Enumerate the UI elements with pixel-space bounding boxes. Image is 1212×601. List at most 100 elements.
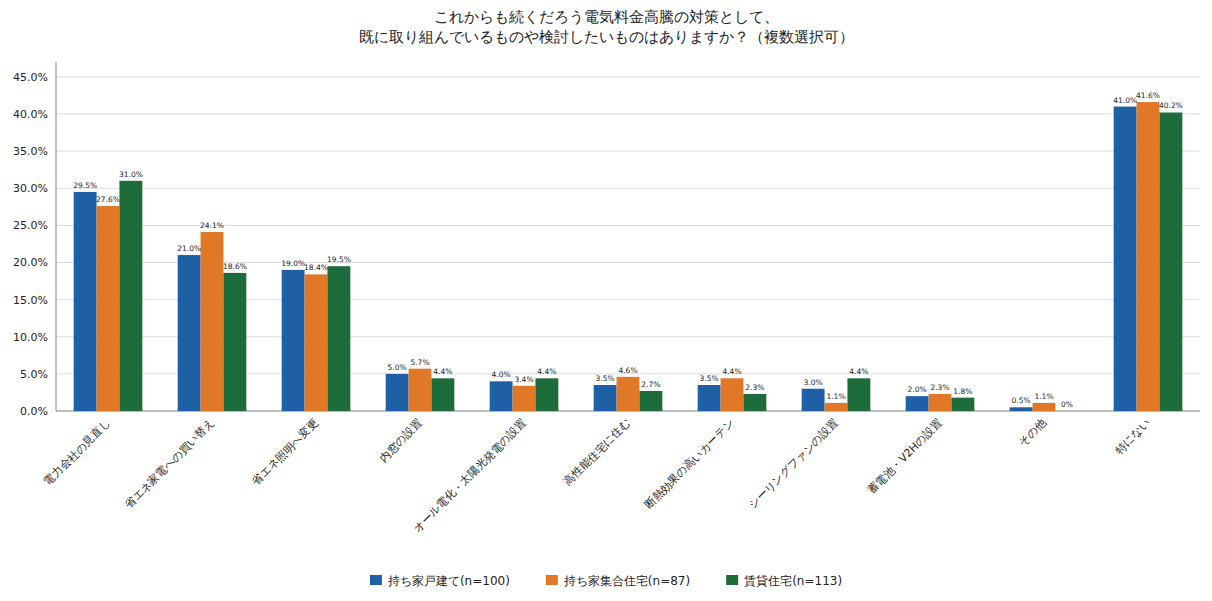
- bar: [409, 369, 432, 411]
- bar: [490, 381, 513, 411]
- bar: [743, 394, 766, 411]
- x-tick-label: 省エネ家電への買い替え: [122, 417, 217, 512]
- data-label: 4.4%: [433, 367, 452, 376]
- bar: [535, 378, 558, 411]
- data-label: 31.0%: [119, 170, 143, 179]
- x-tick-label: 電力会社の見直し: [41, 417, 112, 488]
- data-label: 19.5%: [327, 255, 351, 264]
- data-label: 29.5%: [73, 181, 97, 190]
- bar: [178, 255, 201, 411]
- grid-line: [56, 225, 1200, 226]
- bar: [617, 377, 640, 411]
- y-tick-label: 5.0%: [20, 368, 48, 381]
- bar: [1010, 407, 1033, 411]
- title-line: 既に取り組んでいるものや検討したいものはありますか？（複数選択可）: [359, 28, 854, 46]
- bars: [74, 102, 1183, 411]
- bar: [386, 374, 409, 411]
- x-tick-label: 蓄電池・V2Hの設置: [865, 417, 945, 497]
- y-tick-label: 25.0%: [13, 219, 48, 232]
- data-label: 5.7%: [410, 358, 429, 367]
- y-tick-label: 35.0%: [13, 145, 48, 158]
- data-label: 1.8%: [953, 387, 972, 396]
- data-label: 27.6%: [96, 195, 120, 204]
- data-label: 41.6%: [1136, 91, 1160, 100]
- bar: [698, 385, 721, 411]
- bar: [74, 192, 97, 411]
- data-labels: 29.5%21.0%19.0%5.0%4.0%3.5%3.5%3.0%2.0%0…: [73, 91, 1183, 409]
- bar: [223, 273, 246, 411]
- y-tick-label: 45.0%: [13, 71, 48, 84]
- y-tick-label: 0.0%: [20, 405, 48, 418]
- bar: [1033, 403, 1056, 411]
- data-label: 3.5%: [596, 374, 615, 383]
- data-label: 4.4%: [537, 367, 556, 376]
- grid: [56, 77, 1200, 411]
- data-label: 2.3%: [930, 383, 949, 392]
- y-tick-label: 15.0%: [13, 294, 48, 307]
- title: これからも続くだろう電気料金高騰の対策として、既に取り組んでいるものや検討したい…: [359, 8, 854, 46]
- legend-label: 持ち家集合住宅(n=87): [564, 574, 690, 588]
- data-label: 2.0%: [908, 385, 927, 394]
- y-axis-line: [56, 62, 57, 411]
- bar: [929, 394, 952, 411]
- legend-label: 持ち家戸建て(n=100): [388, 574, 510, 588]
- bar: [951, 398, 974, 411]
- data-label: 3.4%: [514, 375, 533, 384]
- bar: [721, 378, 744, 411]
- x-tick-label: 断熱効果の高いカーテン: [642, 417, 737, 512]
- data-label: 21.0%: [177, 244, 201, 253]
- legend-item: 賃貸住宅(n=113): [726, 574, 842, 588]
- x-tick-label: 高性能住宅に住む: [561, 417, 632, 488]
- series: [97, 102, 1160, 411]
- data-label: 2.3%: [745, 383, 764, 392]
- y-tick-label: 30.0%: [13, 182, 48, 195]
- legend-swatch: [546, 575, 558, 585]
- data-label: 5.0%: [388, 363, 407, 372]
- chart: これからも続くだろう電気料金高騰の対策として、既に取り組んでいるものや検討したい…: [0, 0, 1212, 601]
- bar: [847, 378, 870, 411]
- x-tick-label: 内窓の設置: [377, 417, 425, 465]
- data-label: 40.2%: [1159, 101, 1183, 110]
- x-tick-label: オール電化・太陽光発電の設置: [411, 417, 529, 535]
- data-label: 4.6%: [618, 366, 637, 375]
- data-label: 1.1%: [1034, 392, 1053, 401]
- x-tick-labels: 電力会社の見直し省エネ家電への買い替え省エネ照明へ変更 内窓の設置オール電化・太陽…: [41, 417, 1152, 535]
- data-label: 0%: [1061, 400, 1073, 409]
- legend-label: 賃貸住宅(n=113): [744, 574, 842, 588]
- y-tick-label: 40.0%: [13, 108, 48, 121]
- bar: [802, 389, 825, 411]
- bar: [305, 274, 328, 411]
- bar: [1137, 102, 1160, 411]
- data-label: 1.1%: [826, 392, 845, 401]
- bar: [282, 270, 305, 411]
- data-label: 4.0%: [492, 370, 511, 379]
- bar: [327, 266, 350, 411]
- legend-item: 持ち家集合住宅(n=87): [546, 574, 690, 588]
- y-tick-label: 20.0%: [13, 256, 48, 269]
- data-label: 41.0%: [1113, 96, 1137, 105]
- data-label: 2.7%: [641, 380, 660, 389]
- series: [74, 107, 1137, 411]
- x-tick-label: 特にない: [1113, 417, 1153, 457]
- legend-swatch: [726, 575, 738, 585]
- grid-line: [56, 76, 1200, 77]
- data-label: 0.5%: [1012, 396, 1031, 405]
- bar: [906, 396, 929, 411]
- y-tick-label: 10.0%: [13, 331, 48, 344]
- bar: [1055, 411, 1078, 412]
- data-label: 3.0%: [804, 378, 823, 387]
- data-label: 18.6%: [223, 262, 247, 271]
- bar: [1159, 112, 1182, 411]
- y-tick-labels: 0.0% 5.0% 10.0% 15.0% 20.0% 25.0% 30.0% 35.0% 40…: [13, 71, 48, 418]
- grid-line: [56, 113, 1200, 114]
- x-tick-label: その他: [1016, 417, 1049, 450]
- legend: 持ち家戸建て(n=100) 持ち家集合住宅(n=87) 賃貸住宅(n=113): [370, 574, 842, 588]
- bar: [594, 385, 617, 411]
- data-label: 18.4%: [304, 263, 328, 272]
- data-label: 4.4%: [722, 367, 741, 376]
- legend-item: 持ち家戸建て(n=100): [370, 574, 510, 588]
- data-label: 24.1%: [200, 221, 224, 230]
- bar: [639, 391, 662, 411]
- bar: [431, 378, 454, 411]
- x-tick-label: 省エネ照明へ変更: [249, 417, 320, 488]
